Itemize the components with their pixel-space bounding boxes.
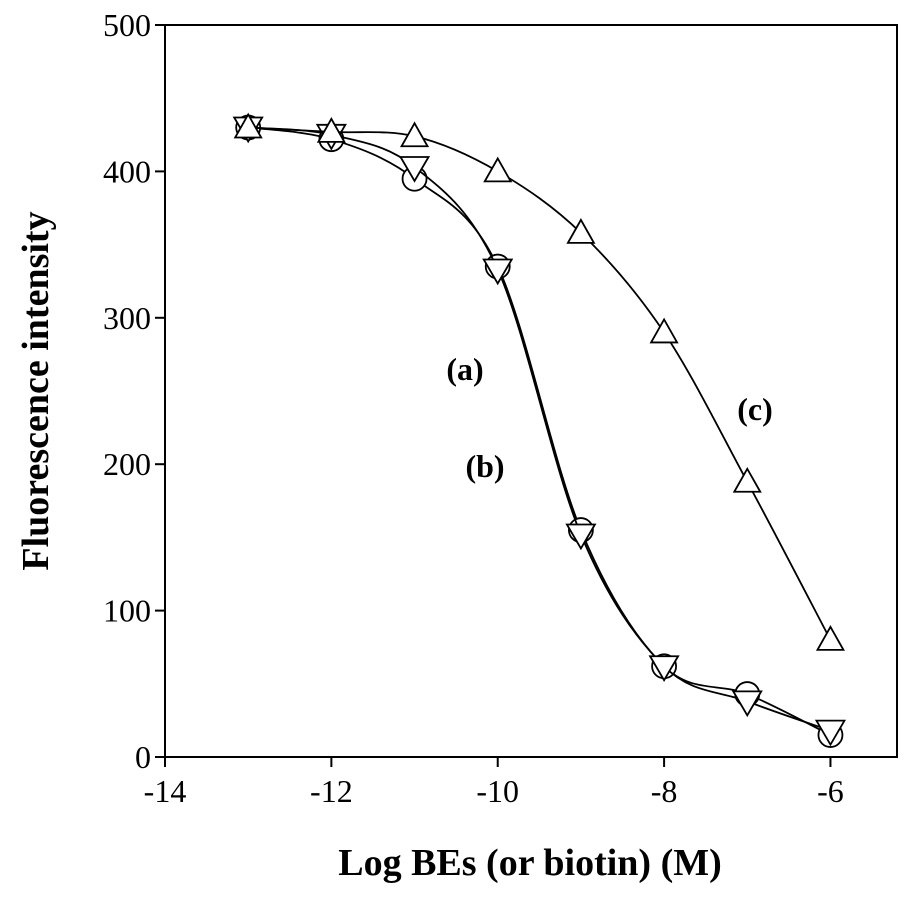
y-tick-label: 200 <box>103 446 151 482</box>
marker <box>398 156 431 183</box>
x-tick-label: -12 <box>310 773 353 809</box>
marker <box>732 466 762 493</box>
series-line <box>248 126 831 732</box>
marker <box>814 719 847 747</box>
y-tick-label: 100 <box>103 593 151 629</box>
y-tick-label: 300 <box>103 300 151 336</box>
x-tick-label: -8 <box>651 773 678 809</box>
marker <box>483 156 513 183</box>
y-tick-label: 400 <box>103 153 151 189</box>
x-tick-label: -6 <box>817 773 844 809</box>
series-line <box>248 126 831 736</box>
y-tick-label: 0 <box>135 739 151 775</box>
series-line <box>248 126 832 641</box>
marker <box>482 258 514 286</box>
series-label: (a) <box>446 351 483 387</box>
y-axis-label: Fluorescence intensity <box>15 211 57 570</box>
plot-frame <box>164 24 898 758</box>
marker <box>316 117 346 143</box>
marker <box>400 121 430 148</box>
x-tick-label: -14 <box>144 773 187 809</box>
y-tick-label: 500 <box>103 7 151 43</box>
marker <box>731 690 763 718</box>
marker <box>649 317 679 344</box>
marker <box>566 218 596 244</box>
series-label: (b) <box>465 448 504 484</box>
marker <box>815 625 845 651</box>
series-label: (c) <box>737 391 773 427</box>
marker <box>233 112 263 139</box>
x-tick-label: -10 <box>476 773 519 809</box>
marker <box>648 655 680 683</box>
x-axis-label: Log BEs (or biotin) (M) <box>338 842 722 884</box>
marker <box>565 523 597 551</box>
